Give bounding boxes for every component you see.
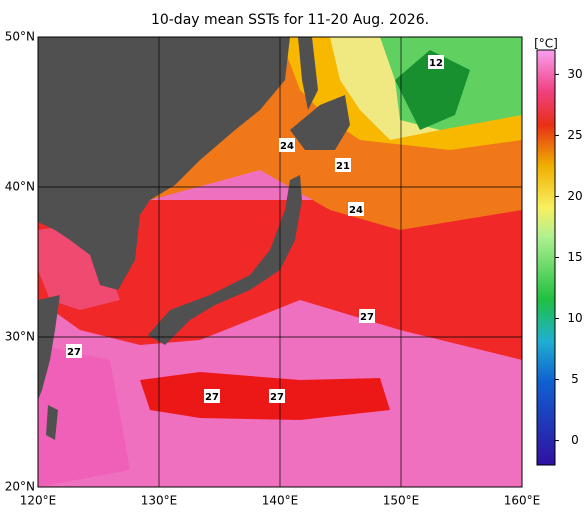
colorbar-tick-label: 5 [571, 372, 579, 386]
lon-tick-label: 160°E [504, 494, 541, 508]
contour-label: 27 [270, 392, 284, 403]
contour-label-box [335, 158, 351, 172]
contour-label-box [359, 309, 375, 323]
colorbar-tick-label: 0 [571, 433, 579, 447]
colorbar-tick-label: 10 [567, 311, 582, 325]
lat-tick-label: 40°N [5, 180, 35, 194]
contour-label: 21 [336, 161, 350, 172]
lon-tick-label: 140°E [262, 494, 299, 508]
contour-label: 27 [67, 347, 81, 358]
lon-tick-label: 150°E [383, 494, 420, 508]
contour-label: 24 [280, 141, 294, 152]
contour-label-box [66, 344, 82, 358]
lat-tick-label: 50°N [5, 30, 35, 44]
contour-label: 27 [360, 312, 374, 323]
colorbar-tick-label: 20 [567, 189, 582, 203]
contour-label-box [269, 389, 285, 403]
lon-tick-label: 130°E [141, 494, 178, 508]
colorbar-tick-label: 30 [567, 67, 582, 81]
contour-label: 24 [349, 205, 363, 216]
lon-tick-label: 120°E [20, 494, 57, 508]
lat-tick-label: 30°N [5, 330, 35, 344]
map-title: 10-day mean SSTs for 11-20 Aug. 2026. [151, 12, 429, 28]
colorbar [536, 49, 556, 466]
contour-label: 27 [205, 392, 219, 403]
contour-label-box [428, 55, 444, 69]
lat-tick-label: 20°N [5, 480, 35, 494]
contour-label-box [279, 138, 295, 152]
contour-label: 12 [429, 58, 443, 69]
colorbar-tick-label: 15 [567, 250, 582, 264]
contour-label-box [204, 389, 220, 403]
colorbar-tick-label: 25 [567, 128, 582, 142]
contour-label-box [348, 202, 364, 216]
colorbar-unit: [°C] [534, 37, 558, 51]
